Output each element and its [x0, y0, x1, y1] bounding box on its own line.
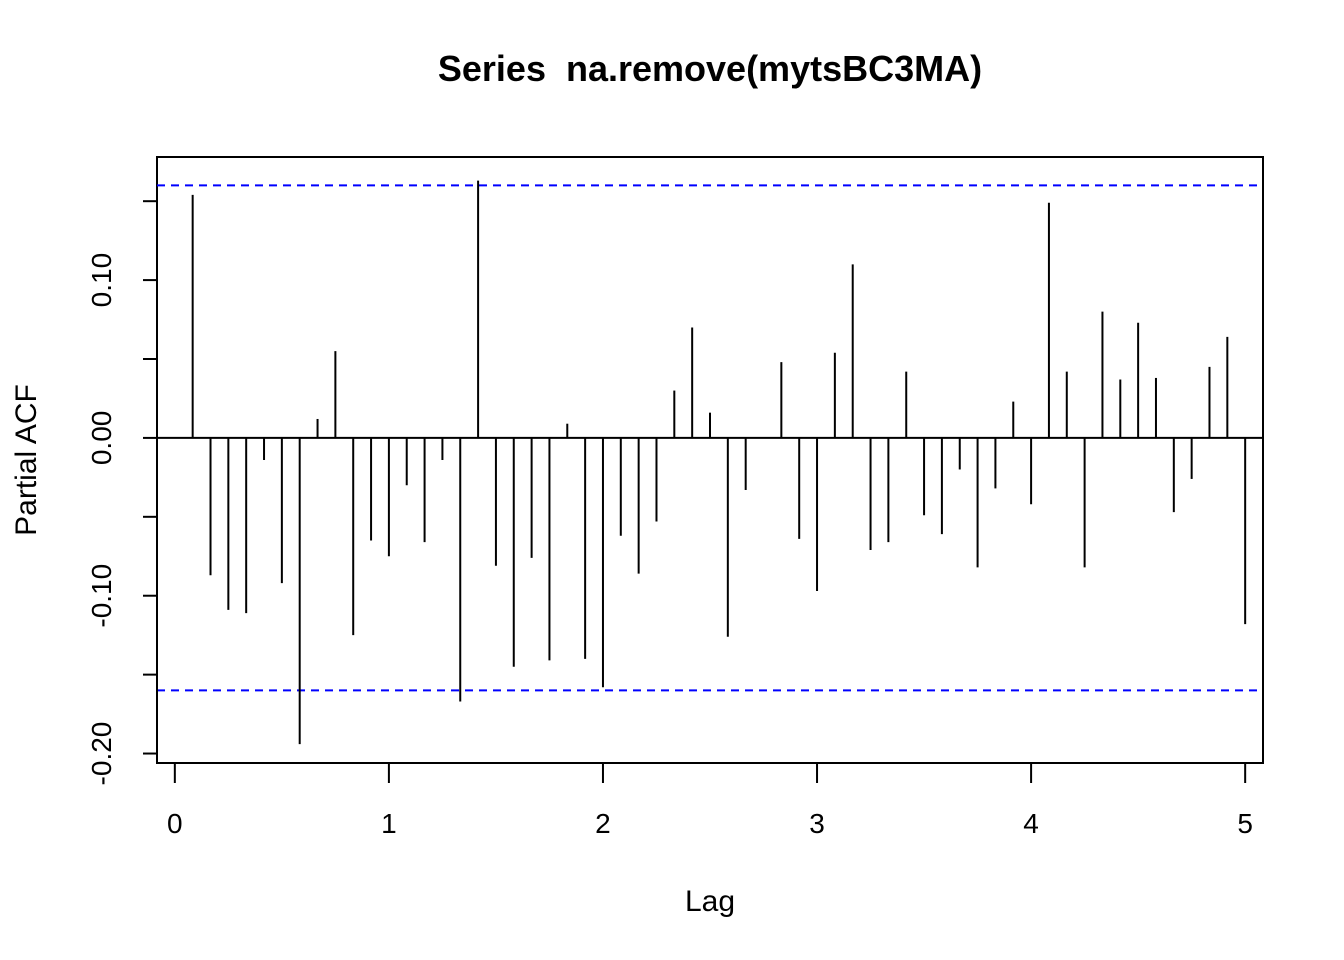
- y-tick-label: 0.00: [86, 411, 117, 466]
- x-tick-label: 4: [1023, 808, 1039, 839]
- x-tick-label: 5: [1237, 808, 1253, 839]
- x-tick-label: 3: [809, 808, 825, 839]
- y-tick-label: -0.10: [86, 564, 117, 628]
- chart-title: Series na.remove(mytsBC3MA): [438, 48, 982, 89]
- plot-frame: [156, 156, 1264, 764]
- pacf-spikes: [191, 180, 1247, 745]
- y-tick-label: 0.10: [86, 253, 117, 308]
- x-tick-label: 0: [167, 808, 183, 839]
- y-axis: -0.20 -0.10 0.00 0.10: [86, 200, 158, 786]
- y-axis-label: Partial ACF: [10, 384, 43, 536]
- x-axis: 0 1 2 3 4 5: [167, 762, 1253, 839]
- x-tick-label: 1: [381, 808, 397, 839]
- x-axis-label: Lag: [685, 885, 735, 918]
- x-tick-label: 2: [595, 808, 611, 839]
- y-tick-label: -0.20: [86, 722, 117, 786]
- confidence-bounds: [157, 184, 1263, 692]
